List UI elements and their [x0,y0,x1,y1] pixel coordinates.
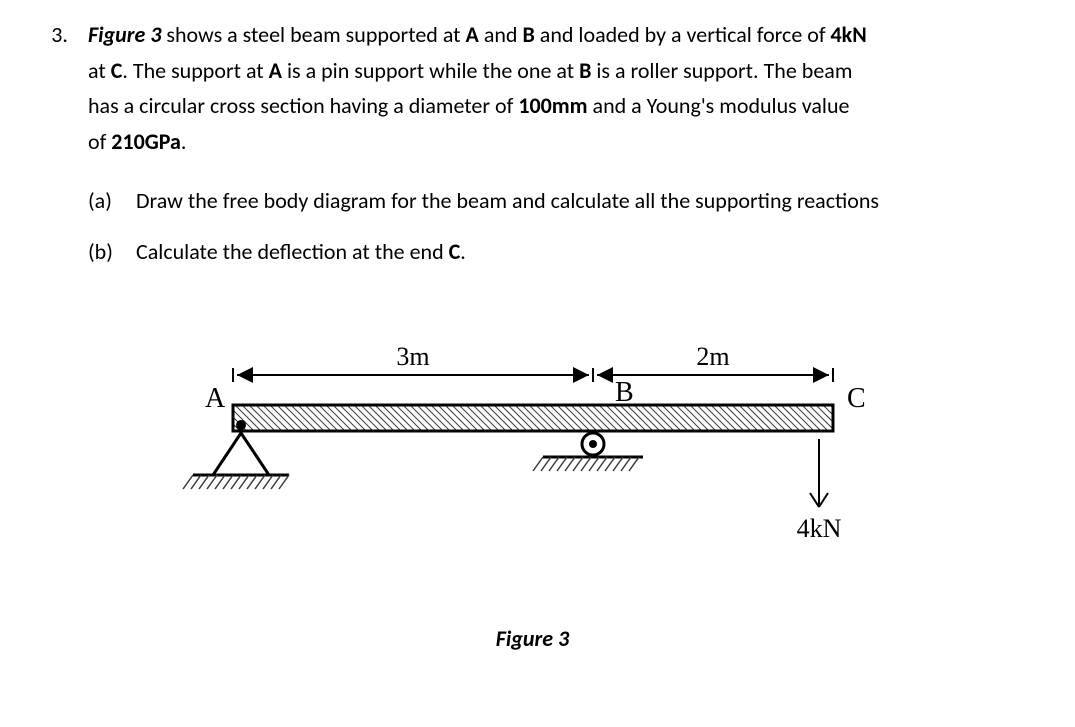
stem-text: is a roller support. The beam [591,57,852,84]
part-a: (a) Draw the free body diagram for the b… [88,187,1025,214]
stem-text: at [88,57,111,84]
svg-text:B: B [615,377,634,408]
svg-text:C: C [847,383,866,414]
stem-text: shows a steel beam supported at [161,21,465,48]
stem-text: has a circular cross section having a di… [88,92,518,119]
stem-text: of [88,128,111,155]
svg-text:4kN: 4kN [796,514,841,543]
stem-A2: A [269,57,282,84]
stem-modulus: 210GPa [111,128,181,155]
stem-force: 4kN [831,21,867,48]
stem-text: and loaded by a vertical force of [535,21,831,48]
problem-number: 3. [40,20,68,50]
part-b-label: (b) [88,238,122,265]
figure-caption: Figure 3 [496,625,569,652]
svg-text:3m: 3m [396,342,429,371]
stem-diameter: 100mm [518,92,587,119]
figure-diagram: 3m 2m A B C 4kN [173,315,893,575]
stem-B2: B [579,57,591,84]
svg-text:A: A [205,383,226,414]
stem-fig-ref: Figure 3 [88,21,161,48]
stem-text: . The support at [122,57,268,84]
part-b-C: C [449,238,461,265]
svg-text:2m: 2m [696,342,729,371]
stem-B: B [522,21,534,48]
part-a-label: (a) [88,187,122,214]
part-a-text: Draw the free body diagram for the beam … [136,187,879,214]
stem-text: is a pin support while the one at [282,57,579,84]
problem-stem: Figure 3 shows a steel beam supported at… [88,20,867,163]
stem-text: and a Young's modulus value [588,92,850,119]
part-b-text: Calculate the deflection at the end C. [136,238,466,265]
stem-C: C [111,57,123,84]
stem-text: and [479,21,523,48]
part-b-suffix: . [460,238,466,265]
part-b: (b) Calculate the deflection at the end … [88,238,1025,265]
stem-A: A [466,21,479,48]
stem-text: . [181,128,187,155]
part-b-prefix: Calculate the deflection at the end [136,238,449,265]
